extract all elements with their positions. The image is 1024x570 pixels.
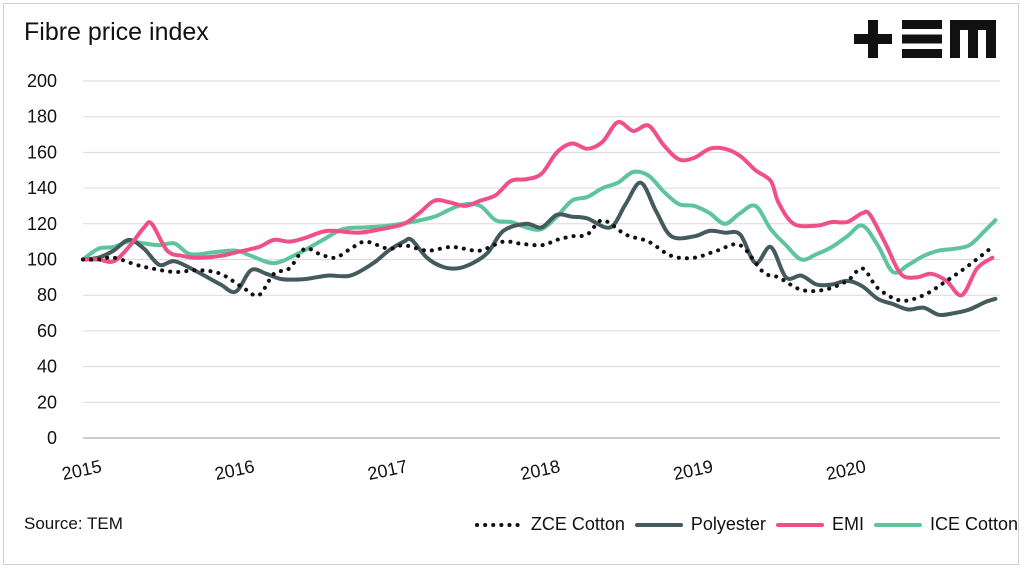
legend-item-emi: EMI	[774, 514, 864, 535]
legend-swatch	[474, 522, 523, 527]
legend-item-polyester: Polyester	[633, 514, 766, 535]
legend-label: ICE Cotton	[929, 514, 1018, 534]
brand-logo	[854, 20, 996, 58]
legend-item-ice-cotton: ICE Cotton	[872, 514, 1018, 535]
y-tick-label: 0	[47, 428, 57, 448]
y-tick-label: 200	[27, 71, 57, 91]
x-tick-label: 2015	[60, 456, 103, 484]
chart-title: Fibre price index	[24, 18, 209, 46]
x-tick-label: 2017	[366, 456, 409, 484]
y-tick-label: 180	[27, 107, 57, 127]
source-note: Source: TEM	[24, 514, 123, 533]
chart-frame	[3, 3, 1019, 565]
legend-label: Polyester	[690, 514, 766, 534]
legend-swatch	[634, 522, 683, 527]
y-tick-label: 60	[37, 321, 57, 341]
legend-label: EMI	[831, 514, 864, 534]
legend-swatch	[775, 522, 824, 527]
series-line-zce-cotton	[81, 218, 995, 303]
x-tick-label: 2016	[213, 456, 256, 484]
y-tick-label: 100	[27, 250, 57, 270]
y-axis-ticks: 0 20 40 60 80 100 120 140 160 180 200	[27, 71, 57, 448]
series-line-emi	[81, 119, 995, 298]
x-axis-ticks: 2015 2016 2017 2018 2019 2020	[60, 456, 867, 484]
series-lines	[81, 119, 998, 318]
y-tick-label: 20	[37, 392, 57, 412]
legend-label: ZCE Cotton	[530, 514, 625, 534]
y-tick-label: 160	[27, 142, 57, 162]
x-tick-label: 2020	[824, 456, 867, 484]
gridlines	[83, 80, 1000, 439]
y-tick-label: 120	[27, 214, 57, 234]
y-tick-label: 80	[37, 285, 57, 305]
y-tick-label: 140	[27, 178, 57, 198]
legend-swatch	[873, 522, 922, 527]
x-tick-label: 2019	[671, 456, 714, 484]
chart-legend: ZCE Cotton Polyester EMI ICE Cotton	[473, 514, 1018, 535]
legend-item-zce-cotton: ZCE Cotton	[473, 514, 625, 535]
x-tick-label: 2018	[519, 456, 562, 484]
y-tick-label: 40	[37, 357, 57, 377]
